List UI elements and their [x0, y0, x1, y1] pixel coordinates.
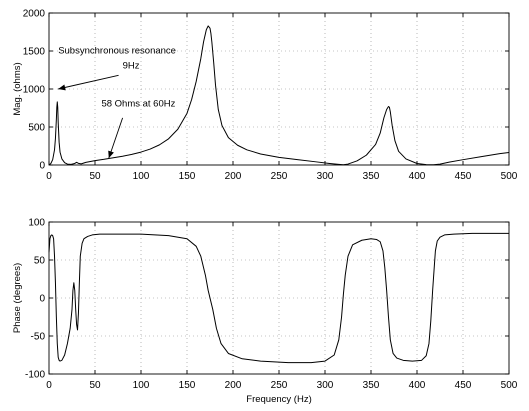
arrow-9hz-head [58, 84, 66, 91]
magnitude-xtick-label-100: 100 [133, 171, 150, 182]
phase-ytick-label-50: 50 [34, 256, 46, 267]
phase-xtick-label-250: 250 [271, 380, 288, 391]
magnitude-xtick-label-350: 350 [363, 171, 380, 182]
magnitude-xtick-label-50: 50 [89, 171, 101, 182]
arrow-58-ohms [108, 117, 124, 159]
xlabel-frequency: Frequency (Hz) [246, 394, 311, 405]
ylabel-phase: Phase (degrees) [12, 263, 23, 333]
magnitude-ytick-label-2000: 2000 [23, 9, 46, 20]
phase-xtick-label-200: 200 [225, 380, 242, 391]
magnitude-ytick-label-1000: 1000 [23, 85, 46, 96]
magnitude-series-line [48, 25, 510, 166]
magnitude-xtick-label-250: 250 [271, 171, 288, 182]
magnitude-ytick-label-0: 0 [39, 161, 45, 172]
phase-xtick-label-350: 350 [363, 380, 380, 391]
phase-xtick-label-450: 450 [455, 380, 472, 391]
phase-xtick-label-400: 400 [409, 380, 426, 391]
phase-xtick-label-150: 150 [179, 380, 196, 391]
annotation-9hz: 9Hz [123, 60, 140, 71]
arrow-58-ohms-shaft [108, 117, 124, 159]
annotation-subsynchronous-resonance: Subsynchronous resonance [58, 45, 176, 56]
magnitude-xtick-label-500: 500 [501, 171, 518, 182]
magnitude-xtick-label-150: 150 [179, 171, 196, 182]
magnitude-plot: Mag. (ohms) 0 50 100 150 200 250 300 350 400 450 5… [12, 9, 518, 183]
magnitude-xtick-label-200: 200 [225, 171, 242, 182]
annotation-layer: Subsynchronous resonance 9Hz 58 Ohms at … [58, 45, 176, 159]
phase-ytick-label-100: 100 [28, 218, 45, 229]
phase-ytick-label--50: -50 [31, 332, 46, 343]
phase-xtick-label-0: 0 [46, 380, 52, 391]
phase-xtick-label-100: 100 [133, 380, 150, 391]
phase-ytick-label--100: -100 [25, 370, 45, 381]
phase-xtick-label-50: 50 [89, 380, 101, 391]
magnitude-ytick-label-500: 500 [28, 123, 45, 134]
arrow-9hz-shaft [58, 74, 119, 90]
annotation-58-ohms: 58 Ohms at 60Hz [101, 98, 175, 109]
phase-xtick-label-500: 500 [501, 380, 518, 391]
magnitude-xtick-label-0: 0 [46, 171, 52, 182]
magnitude-ytick-label-1500: 1500 [23, 47, 46, 58]
phase-xtick-label-300: 300 [317, 380, 334, 391]
phase-ytick-label-0: 0 [39, 294, 45, 305]
arrow-58-ohms-head [108, 150, 114, 159]
magnitude-xtick-label-400: 400 [409, 171, 426, 182]
arrow-9hz [58, 74, 119, 91]
magnitude-xtick-label-450: 450 [455, 171, 472, 182]
ylabel-magnitude: Mag. (ohms) [12, 62, 23, 115]
phase-series-line [48, 232, 509, 364]
magnitude-xtick-label-300: 300 [317, 171, 334, 182]
phase-plot: Phase (degrees) Frequency (Hz) 0 50 100 150… [12, 218, 518, 406]
